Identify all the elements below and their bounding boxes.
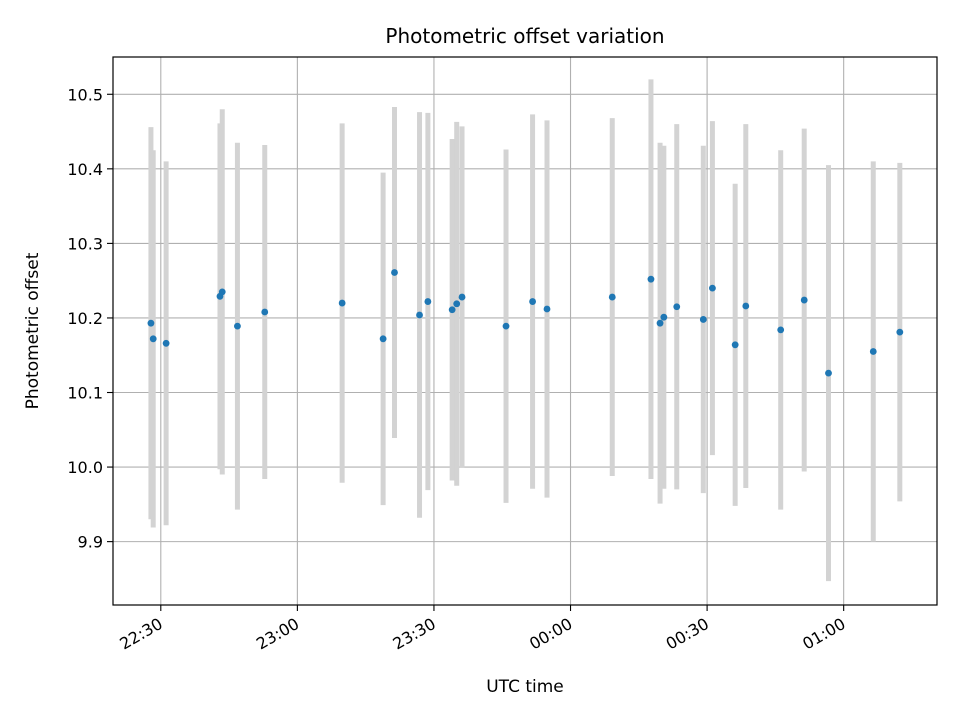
data-point <box>416 311 423 319</box>
data-point <box>656 319 664 327</box>
data-point <box>502 322 510 330</box>
data-point <box>608 293 616 301</box>
data-point <box>543 305 551 313</box>
y-tick-label: 10.1 <box>67 384 103 403</box>
data-point <box>896 328 904 336</box>
y-tick-label: 10.2 <box>67 309 103 328</box>
data-point <box>147 319 155 327</box>
y-tick-label: 9.9 <box>78 533 103 552</box>
data-point <box>261 308 269 316</box>
y-tick-label: 10.0 <box>67 458 103 477</box>
data-point <box>673 303 681 311</box>
data-point <box>529 298 536 305</box>
data-point <box>149 335 157 343</box>
y-tick-label: 10.5 <box>67 85 103 104</box>
data-point <box>379 335 387 343</box>
data-point <box>800 296 808 304</box>
plot-frame <box>112 56 938 606</box>
data-point <box>647 275 655 283</box>
data-point <box>424 298 432 305</box>
data-point <box>453 300 461 308</box>
data-point <box>869 348 877 355</box>
data-point <box>458 293 466 301</box>
y-tick-label: 10.4 <box>67 160 103 179</box>
data-point <box>448 306 456 314</box>
data-markers <box>147 269 904 377</box>
data-point <box>660 313 668 321</box>
y-tick-label: 10.3 <box>67 234 103 253</box>
data-point <box>699 316 707 323</box>
data-point <box>234 322 241 330</box>
data-point <box>218 288 226 296</box>
data-point <box>391 269 398 276</box>
data-point <box>825 369 832 377</box>
data-point <box>742 302 750 310</box>
data-point <box>709 284 716 292</box>
x-axis-label: UTC time <box>486 677 564 697</box>
data-point <box>731 341 739 349</box>
y-axis-label: Photometric offset <box>23 252 43 409</box>
grid-lines <box>113 57 937 605</box>
data-point <box>777 326 785 334</box>
data-point <box>162 339 170 347</box>
chart-title: Photometric offset variation <box>385 24 664 48</box>
data-point <box>338 299 346 307</box>
